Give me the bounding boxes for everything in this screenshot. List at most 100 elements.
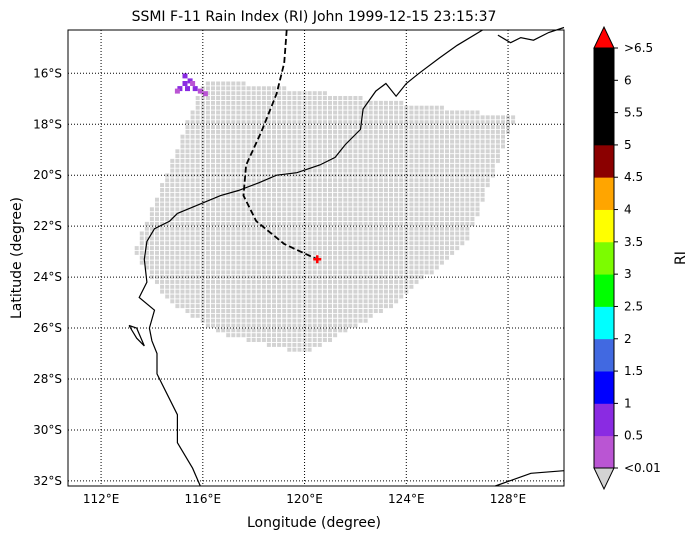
swath-point [277, 275, 282, 280]
swath-point [221, 91, 226, 96]
swath-point [383, 115, 388, 120]
swath-point [216, 236, 221, 241]
swath-point [353, 221, 358, 226]
swath-point [160, 183, 165, 188]
swath-point [195, 178, 200, 183]
swath-point [287, 309, 292, 313]
swath-point [160, 270, 165, 275]
swath-point [302, 246, 307, 251]
swath-point [216, 91, 221, 96]
swath-point [195, 197, 200, 202]
swath-point [378, 105, 383, 110]
swath-point [287, 313, 292, 318]
swath-point [216, 250, 221, 255]
swath-point [211, 241, 215, 246]
swath-point [302, 183, 307, 188]
swath-point [287, 260, 292, 265]
swath-point [480, 129, 485, 134]
swath-point [409, 183, 414, 188]
swath-point [363, 241, 368, 246]
swath-point [404, 144, 409, 149]
swath-point [455, 144, 460, 149]
swath-point [266, 178, 271, 183]
swath-point [226, 265, 231, 270]
swath-point [317, 100, 322, 105]
swath-point [200, 279, 205, 284]
swath-point [383, 246, 388, 251]
swath-point [368, 154, 373, 159]
swath-point [368, 202, 373, 207]
swath-point [221, 313, 226, 318]
swath-point [409, 188, 414, 192]
swath-point [414, 183, 419, 188]
swath-point [226, 236, 231, 241]
swath-point [241, 313, 246, 318]
swath-point [419, 125, 424, 130]
swath-point [445, 231, 449, 236]
swath-point [221, 100, 226, 105]
swath-point [490, 144, 495, 149]
swath-point [246, 144, 251, 149]
swath-point [272, 318, 276, 323]
swath-point [373, 154, 378, 159]
swath-point [363, 221, 368, 226]
swath-point [261, 212, 266, 217]
swath-point [180, 241, 185, 246]
swath-point [195, 260, 200, 265]
swath-point [236, 226, 241, 231]
swath-point [394, 260, 399, 265]
swath-point [353, 279, 358, 284]
swath-point [292, 129, 297, 134]
swath-point [322, 202, 327, 207]
swath-point [358, 96, 363, 100]
coastline [128, 324, 145, 347]
swath-point [307, 173, 312, 178]
swath-point [272, 323, 276, 328]
swath-point [409, 207, 414, 212]
swath-point [389, 207, 393, 212]
swath-point [205, 323, 210, 328]
swath-point [317, 328, 322, 333]
swath-point [445, 241, 449, 246]
swath-point [348, 289, 353, 294]
swath-point [180, 289, 185, 294]
swath-point [343, 284, 348, 289]
swath-point [211, 129, 215, 134]
swath-point [399, 188, 404, 192]
swath-point [180, 260, 185, 265]
swath-point [414, 163, 419, 168]
swath-point [343, 178, 348, 183]
map-frame [67, 29, 565, 487]
swath-point [282, 154, 287, 159]
swath-point [165, 279, 170, 284]
colorbar-tick-label: >6.5 [624, 41, 653, 55]
swath-point [429, 168, 434, 173]
swath-point [343, 115, 348, 120]
swath-point [246, 221, 251, 226]
swath-point [226, 115, 231, 120]
swath-point [175, 231, 180, 236]
swath-point [460, 110, 465, 115]
swath-point [190, 217, 195, 221]
swath-point [419, 246, 424, 251]
rain-point [192, 86, 198, 92]
swath-point [297, 236, 302, 241]
swath-point [348, 318, 353, 323]
swath-point [307, 279, 312, 284]
swath-point [226, 241, 231, 246]
swath-point [200, 86, 205, 91]
swath-point [307, 275, 312, 280]
swath-point [470, 192, 475, 197]
swath-point [139, 260, 144, 265]
swath-point [251, 294, 256, 299]
swath-point [195, 158, 200, 163]
swath-point [175, 284, 180, 289]
swath-point [328, 96, 332, 100]
swath-point [358, 231, 363, 236]
swath-point [353, 231, 358, 236]
swath-point [231, 299, 236, 304]
swath-point [378, 299, 383, 304]
swath-point [414, 120, 419, 125]
swath-point [460, 236, 465, 241]
swath-point [353, 183, 358, 188]
